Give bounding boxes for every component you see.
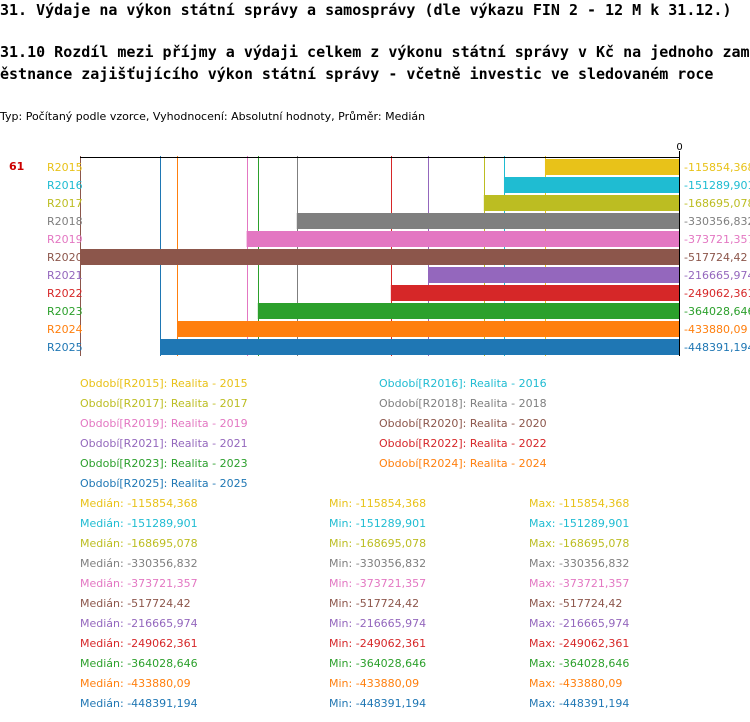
legend-item: Období[R2018]: Realita - 2018 <box>379 397 547 410</box>
min-stat: Min: -249062,361 <box>329 637 427 650</box>
bar <box>390 285 679 301</box>
bar <box>257 303 679 319</box>
median-stat: Medián: -216665,974 <box>80 617 198 630</box>
legend-item: Období[R2021]: Realita - 2021 <box>80 437 248 450</box>
max-stat: Max: -249062,361 <box>529 637 630 650</box>
bar <box>177 321 680 337</box>
page-title: 31. Výdaje na výkon státní správy a samo… <box>0 1 732 19</box>
category-label: R2018 <box>47 215 83 228</box>
category-label: R2022 <box>47 287 83 300</box>
median-stat: Medián: -373721,357 <box>80 577 198 590</box>
min-stat: Min: -151289,901 <box>329 517 427 530</box>
value-label: -330356,832 <box>684 215 750 228</box>
median-stat: Medián: -249062,361 <box>80 637 198 650</box>
bar-chart: 0 61 R2015 -115854,368 R2016 -151289,901 R2017… <box>9 142 750 356</box>
max-stat: Max: -168695,078 <box>529 537 630 550</box>
value-label: -115854,368 <box>684 161 750 174</box>
min-stat: Min: -330356,832 <box>329 557 427 570</box>
max-stat: Max: -433880,09 <box>529 677 623 690</box>
bar <box>428 267 679 283</box>
category-label: R2021 <box>47 269 83 282</box>
bar <box>483 195 679 211</box>
indicator-title: 31.10 Rozdíl mezi příjmy a výdaji celkem… <box>0 43 750 83</box>
min-stat: Min: -448391,194 <box>329 697 427 710</box>
value-label: -433880,09 <box>684 323 747 336</box>
zero-tick-label: 0 <box>676 142 682 153</box>
category-label: R2019 <box>47 233 83 246</box>
max-stat: Max: -115854,368 <box>529 497 630 510</box>
min-stat: Min: -115854,368 <box>329 497 427 510</box>
median-stat: Medián: -168695,078 <box>80 537 198 550</box>
bar <box>160 339 679 355</box>
legend-item: Období[R2019]: Realita - 2019 <box>80 417 248 430</box>
row-marker-label: 61 <box>9 160 24 173</box>
category-label: R2025 <box>47 341 83 354</box>
value-label: -373721,357 <box>684 233 750 246</box>
value-label: -448391,194 <box>684 341 750 354</box>
median-stat: Medián: -517724,42 <box>80 597 191 610</box>
bar <box>296 213 679 229</box>
bar <box>246 231 679 247</box>
legend-item: Období[R2023]: Realita - 2023 <box>80 457 248 470</box>
category-label: R2023 <box>47 305 83 318</box>
legend-item: Období[R2020]: Realita - 2020 <box>379 417 547 430</box>
legend-item: Období[R2022]: Realita - 2022 <box>379 437 547 450</box>
max-stat: Max: -517724,42 <box>529 597 623 610</box>
max-stat: Max: -364028,646 <box>529 657 630 670</box>
value-label: -151289,901 <box>684 179 750 192</box>
min-stat: Min: -168695,078 <box>329 537 427 550</box>
category-label: R2020 <box>47 251 83 264</box>
type-line: Typ: Počítaný podle vzorce, Vyhodnocení:… <box>0 110 426 123</box>
median-stat: Medián: -433880,09 <box>80 677 191 690</box>
median-stat: Medián: -364028,646 <box>80 657 198 670</box>
min-stat: Min: -373721,357 <box>329 577 427 590</box>
median-stat: Medián: -330356,832 <box>80 557 198 570</box>
min-stat: Min: -433880,09 <box>329 677 420 690</box>
max-stat: Max: -151289,901 <box>529 517 630 530</box>
max-stat: Max: -216665,974 <box>529 617 630 630</box>
category-label: R2024 <box>47 323 83 336</box>
min-stat: Min: -517724,42 <box>329 597 420 610</box>
median-stat: Medián: -151289,901 <box>80 517 198 530</box>
bar <box>503 177 679 193</box>
legend-item: Období[R2015]: Realita - 2015 <box>80 377 248 390</box>
min-stat: Min: -216665,974 <box>329 617 427 630</box>
bar <box>80 249 679 265</box>
min-stat: Min: -364028,646 <box>329 657 427 670</box>
legend-item: Období[R2017]: Realita - 2017 <box>80 397 248 410</box>
bar <box>544 159 679 175</box>
max-stat: Max: -373721,357 <box>529 577 630 590</box>
legend-item: Období[R2016]: Realita - 2016 <box>379 377 547 390</box>
value-label: -216665,974 <box>684 269 750 282</box>
value-label: -249062,361 <box>684 287 750 300</box>
legend-item: Období[R2025]: Realita - 2025 <box>80 477 248 490</box>
legend-item: Období[R2024]: Realita - 2024 <box>379 457 547 470</box>
median-stat: Medián: -115854,368 <box>80 497 198 510</box>
value-label: -168695,078 <box>684 197 750 210</box>
max-stat: Max: -448391,194 <box>529 697 630 710</box>
category-label: R2017 <box>47 197 83 210</box>
category-label: R2015 <box>47 161 83 174</box>
category-label: R2016 <box>47 179 83 192</box>
median-stat: Medián: -448391,194 <box>80 697 198 710</box>
value-label: -364028,646 <box>684 305 750 318</box>
max-stat: Max: -330356,832 <box>529 557 630 570</box>
value-label: -517724,42 <box>684 251 747 264</box>
